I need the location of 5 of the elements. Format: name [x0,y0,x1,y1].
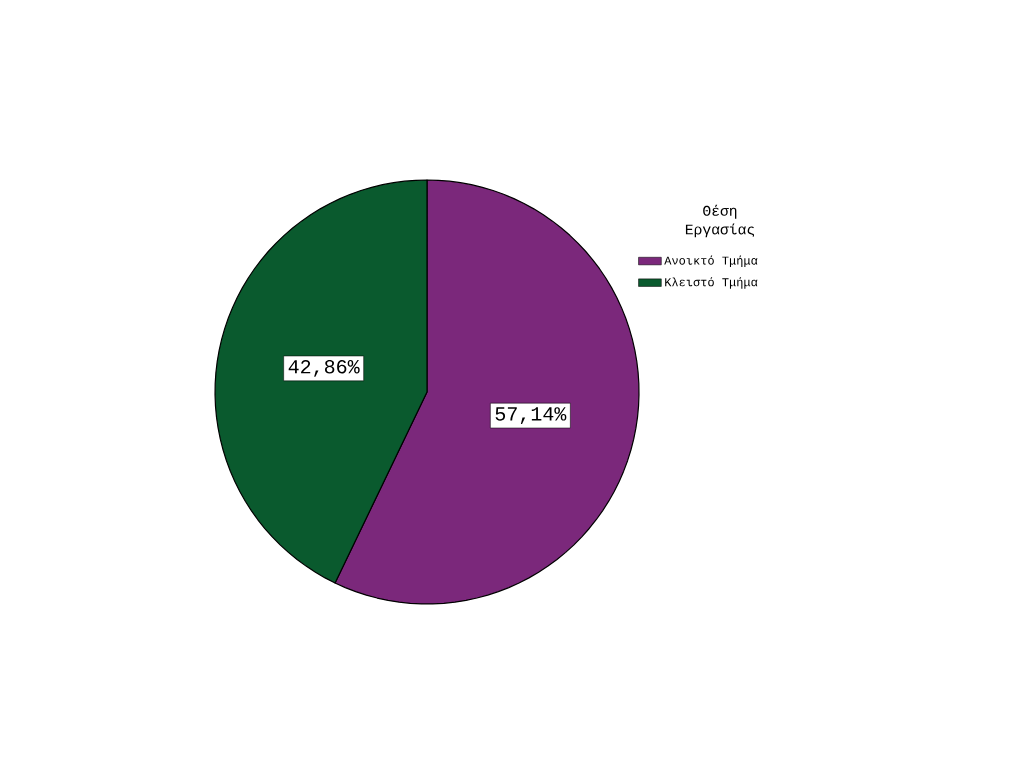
data-label: 57,14% [495,407,567,424]
legend-label: Ανοικτό Τμήμα [664,255,758,268]
data-label: 42,86% [288,359,360,377]
legend-title: Θέση Εργασίας [685,204,755,238]
legend-label: Κλειστό Τμήμα [665,277,758,289]
